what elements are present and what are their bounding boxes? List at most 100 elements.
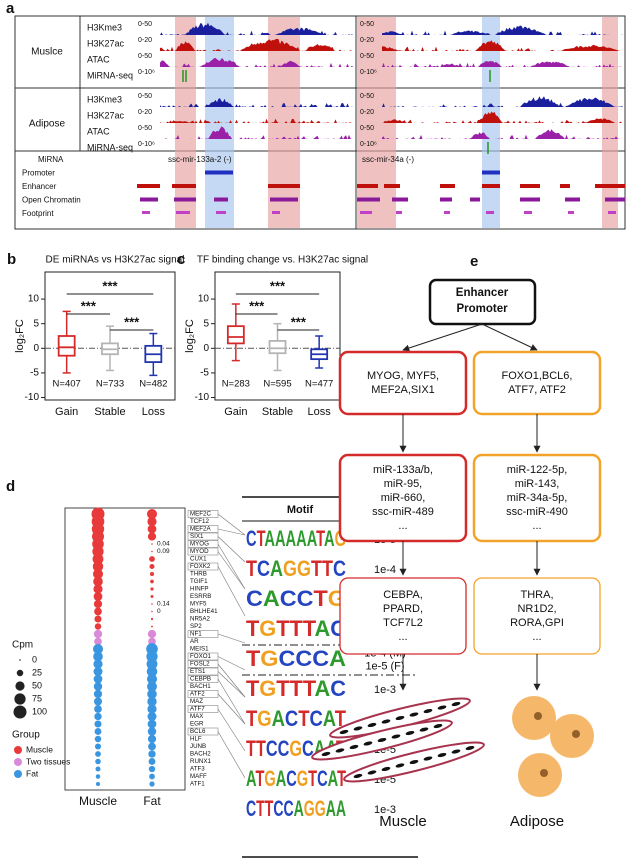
annotation-feature — [270, 197, 298, 202]
motif-letter: T — [256, 796, 265, 821]
x-tick-label: Gain — [224, 406, 247, 418]
motif-letter: G — [259, 676, 276, 701]
annotation-feature — [137, 184, 160, 188]
motif-letter: C — [246, 586, 263, 611]
dot — [93, 666, 103, 677]
annotation-feature — [565, 197, 580, 202]
dot — [93, 659, 103, 669]
node-text: miR-122-5p, — [507, 464, 568, 476]
dot — [93, 629, 103, 639]
motif-letter: T — [246, 676, 260, 701]
dot — [147, 516, 157, 527]
gene-label: THRB — [190, 571, 207, 578]
dot — [94, 623, 102, 630]
dot — [151, 543, 153, 545]
dot-value-label: 0 — [157, 608, 161, 615]
gene-label: RUNX1 — [190, 758, 212, 765]
annotation-feature — [608, 211, 616, 214]
motif-letter: C — [246, 526, 257, 551]
gene-label: MAZ — [190, 698, 203, 705]
motif-letter: T — [246, 616, 260, 641]
motif-letter: A — [315, 616, 331, 641]
motif-letter: C — [333, 556, 346, 581]
motif-letter: T — [276, 616, 290, 641]
motif-letter: T — [337, 766, 346, 791]
nucleus — [381, 766, 391, 772]
track-scale: 0-10⁶ — [138, 141, 155, 148]
dot — [94, 637, 102, 646]
legend-marker — [14, 746, 22, 754]
connector — [217, 528, 246, 536]
n-label: N=595 — [263, 379, 291, 390]
plot-frame — [64, 507, 186, 791]
dot — [94, 607, 102, 616]
motif-logo: ATGACGTCAT — [246, 766, 346, 791]
nucleus — [451, 701, 461, 707]
annotation-label: Footprint — [22, 209, 54, 218]
dot — [93, 682, 103, 691]
gene-label: MYOG — [190, 541, 209, 548]
motif-letter: C — [273, 796, 283, 821]
nucleus — [572, 730, 580, 738]
track-label: H3Kme3 — [87, 94, 122, 104]
annotation-label: Promoter — [22, 169, 55, 178]
gene-label: NF1 — [190, 631, 202, 638]
motif-letter: C — [280, 586, 297, 611]
motif-letter: T — [246, 706, 258, 731]
dot — [147, 629, 157, 639]
dot — [95, 758, 101, 765]
node-text: miR-34a-5p, — [507, 492, 568, 504]
motif-letter: C — [297, 586, 314, 611]
panel-label: b — [7, 251, 16, 268]
nucleus — [540, 769, 548, 777]
gene-label: FOSL2 — [190, 661, 210, 668]
motif-letter: A — [324, 526, 335, 551]
motif-logo: TGACTCAT — [246, 706, 346, 731]
significance-label: *** — [249, 298, 265, 313]
gene-label: MAFF — [190, 773, 207, 780]
track-label: ATAC — [87, 54, 110, 64]
annotation-feature — [560, 184, 570, 188]
track-scale: 0-50 — [360, 21, 374, 28]
track-scale: 0-50 — [360, 93, 374, 100]
annotation-feature — [174, 197, 196, 202]
plot-frame — [44, 271, 176, 401]
annotation-label: Open Chromatin — [22, 196, 81, 205]
annotation-label: MiRNA — [38, 155, 64, 164]
signal-track — [160, 118, 353, 123]
dot-value-label: 0.04 — [157, 541, 170, 548]
y-tick-label: -10 — [195, 392, 210, 403]
dot — [147, 532, 157, 541]
q-value: 1e-3 — [374, 684, 396, 696]
motif-letter: T — [314, 586, 329, 611]
y-tick-label: -5 — [30, 368, 39, 379]
dot — [149, 781, 155, 787]
gene-label: SIX1 — [190, 533, 204, 540]
nucleus — [395, 763, 405, 768]
y-tick-label: 5 — [33, 318, 39, 329]
dot — [147, 681, 157, 692]
node-text: TCF7L2 — [383, 617, 423, 629]
node-text: ... — [398, 520, 407, 532]
dot — [150, 587, 154, 591]
gene-label: ATF2 — [190, 691, 205, 698]
node-text: miR-143, — [515, 478, 560, 490]
legend-size-dot — [19, 659, 21, 661]
track-scale: 0-20 — [138, 37, 152, 44]
signal-track — [382, 25, 623, 35]
x-tick-label: Fat — [143, 794, 161, 808]
locus-label: ssc-mir-34a (-) — [362, 155, 414, 164]
node-text: CEBPA, — [383, 589, 423, 601]
annotation-feature — [486, 211, 494, 214]
legend-label: 25 — [32, 667, 42, 677]
motif-logo: CTAAAAATAG — [246, 526, 346, 551]
root-label: Promoter — [456, 303, 508, 315]
motif-letter: A — [264, 526, 275, 551]
motif-letter: T — [276, 676, 290, 701]
nucleus — [433, 723, 443, 729]
gene-label: BCL6 — [190, 728, 206, 735]
node-text: ... — [398, 631, 407, 643]
nucleus — [451, 749, 461, 754]
gene-label: MYOD — [190, 548, 209, 555]
motif-letter: C — [266, 736, 278, 761]
